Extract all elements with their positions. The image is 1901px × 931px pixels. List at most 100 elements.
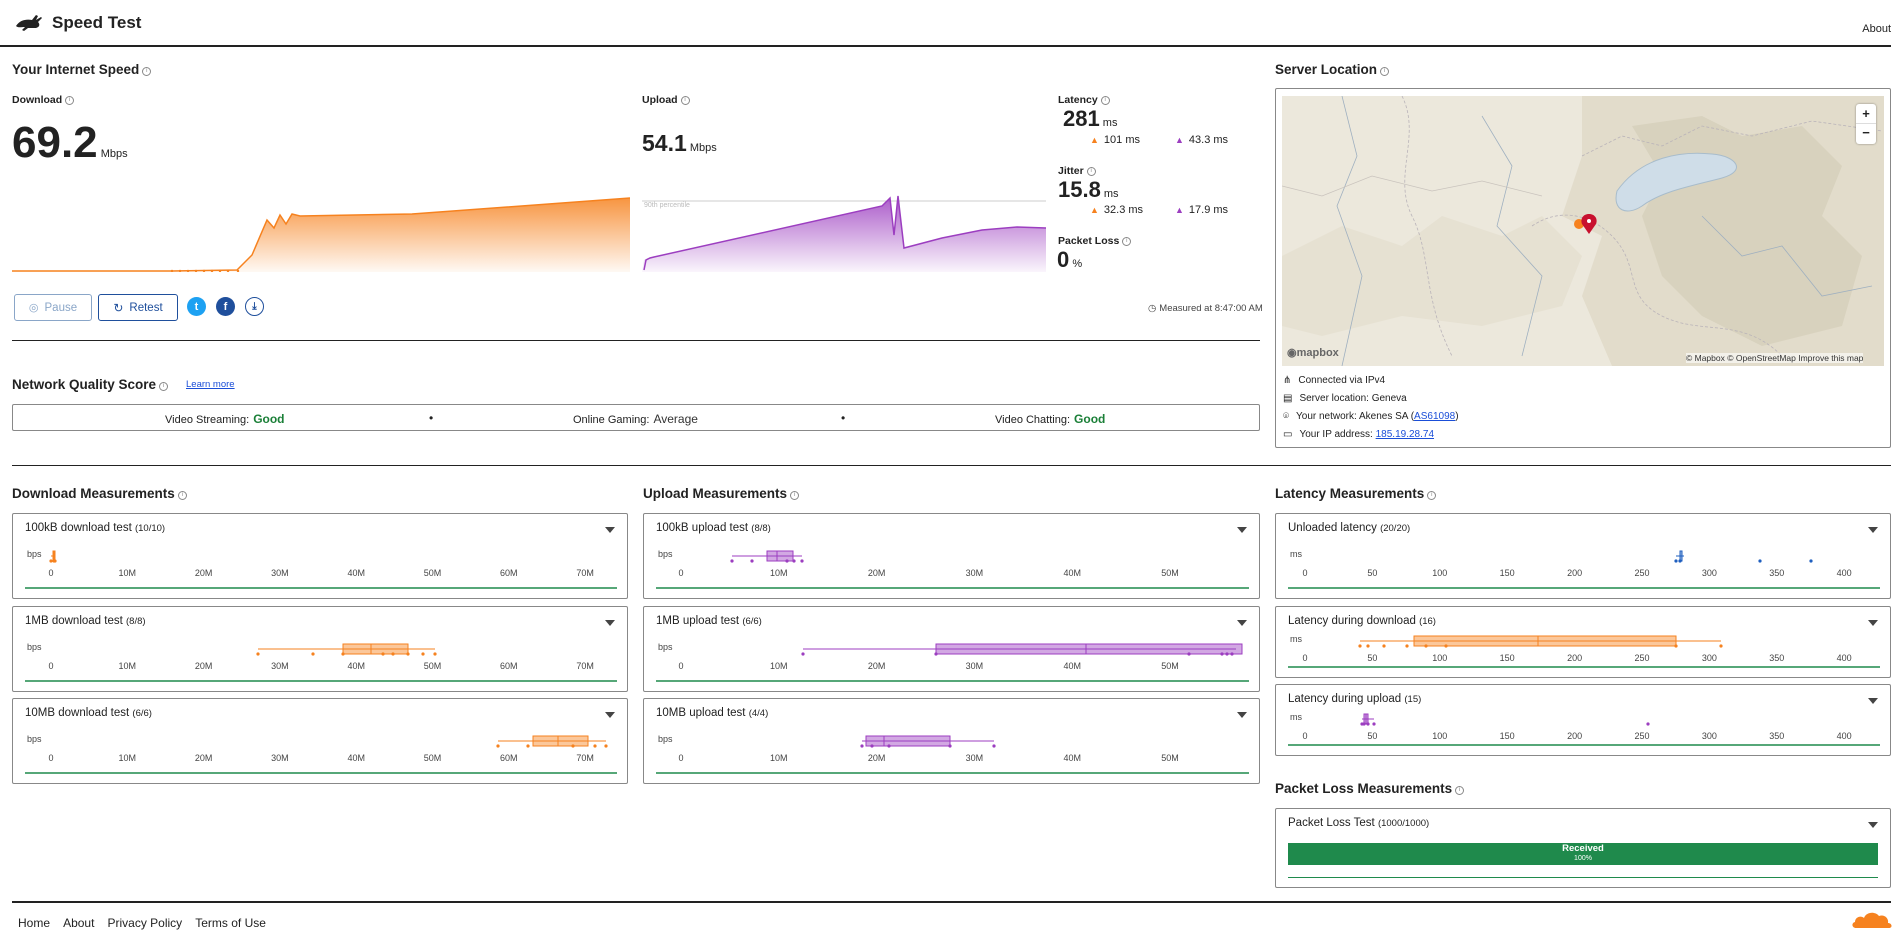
- download-value: 69.2: [12, 118, 98, 167]
- location-pin-icon: ⌾: [1283, 411, 1289, 422]
- chevron-down-icon[interactable]: [605, 712, 615, 718]
- chevron-down-icon[interactable]: [1868, 527, 1878, 533]
- sample-point: [800, 559, 804, 563]
- packet-loss-card[interactable]: Packet Loss Test (1000/1000) Received 10…: [1275, 808, 1891, 888]
- upload-test-title: 1MB upload test (6/6): [656, 615, 762, 627]
- info-icon[interactable]: i: [159, 382, 169, 391]
- pause-button[interactable]: ◎ Pause: [14, 294, 92, 321]
- footer-home-link[interactable]: Home: [18, 916, 51, 930]
- latency-readout: 281 ms: [1063, 106, 1117, 132]
- info-icon[interactable]: i: [1380, 67, 1390, 76]
- zoom-out-button[interactable]: −: [1862, 125, 1870, 140]
- axis-tick-label: 350: [1769, 568, 1784, 578]
- cloudflare-logo-icon[interactable]: [1850, 906, 1894, 931]
- axis-unit-label: ms: [1290, 712, 1302, 722]
- sample-point: [1225, 652, 1229, 656]
- info-icon[interactable]: i: [1100, 96, 1110, 105]
- sample-point: [1674, 559, 1678, 563]
- zoom-in-button[interactable]: +: [1856, 104, 1876, 124]
- footer-privacy-link[interactable]: Privacy Policy: [107, 916, 183, 930]
- chevron-down-icon[interactable]: [1868, 620, 1878, 626]
- sample-point: [1366, 722, 1370, 726]
- packet-loss-readout: 0 %: [1057, 247, 1082, 273]
- info-icon[interactable]: i: [142, 67, 152, 76]
- jitter-unit: ms: [1103, 188, 1119, 200]
- chevron-down-icon[interactable]: [1237, 527, 1247, 533]
- download-test-title: 100kB download test (10/10): [25, 522, 166, 534]
- upload-test-card[interactable]: 1MB upload test (6/6) bps 0 10M 20M 30M 40M 50…: [643, 606, 1260, 692]
- chevron-down-icon[interactable]: [1868, 822, 1878, 828]
- latency-test-card[interactable]: Unloaded latency (20/20) ms 0 50 100 150 200 2…: [1275, 513, 1891, 599]
- axis-tick-label: 50M: [424, 661, 442, 671]
- axis-tick-label: 30M: [966, 568, 984, 578]
- axis-unit-label: ms: [1290, 549, 1302, 559]
- axis-tick-label: 100: [1432, 653, 1447, 663]
- rabbit-logo-icon[interactable]: [14, 12, 44, 32]
- learn-more-link[interactable]: Learn more: [186, 379, 235, 390]
- latency-test-card[interactable]: Latency during download (16) ms 0 50 100 150…: [1275, 606, 1891, 678]
- mapbox-logo-icon: ◉: [1287, 347, 1297, 359]
- latency-test-title: Latency during download (16): [1288, 615, 1436, 627]
- download-test-card[interactable]: 100kB download test (10/10) bps 0 10M 20M 30…: [12, 513, 628, 599]
- download-test-card[interactable]: 1MB download test (8/8) bps 0 10M 20M 30M 40M…: [12, 606, 628, 692]
- boxplot: ms0 50 100 150 200 250 300 350 400: [1288, 712, 1880, 746]
- facebook-icon[interactable]: f: [216, 297, 235, 316]
- ip-link[interactable]: 185.19.28.74: [1375, 429, 1435, 440]
- latency-test-card[interactable]: Latency during upload (15) ms 0 50 100 150 20…: [1275, 684, 1891, 756]
- sample-point: [1366, 644, 1370, 648]
- box: [532, 735, 589, 747]
- download-speed-graph: [12, 197, 630, 272]
- twitter-icon[interactable]: t: [187, 297, 206, 316]
- download-triangle-icon: ▲: [1090, 205, 1099, 215]
- chevron-down-icon[interactable]: [1868, 698, 1878, 704]
- sample-point: [433, 652, 437, 656]
- quality-video-streaming: Video Streaming: Good: [165, 412, 285, 426]
- chevron-down-icon[interactable]: [1237, 712, 1247, 718]
- main-divider: [12, 465, 1891, 466]
- quality-title: Network Quality Score i: [12, 377, 169, 392]
- progress-line: [1288, 877, 1878, 878]
- box: [766, 550, 794, 562]
- chevron-down-icon[interactable]: [1237, 620, 1247, 626]
- footer-terms-link[interactable]: Terms of Use: [195, 916, 266, 930]
- connection-info: ⋔ Connected via IPv4: [1283, 375, 1386, 386]
- info-icon[interactable]: i: [790, 491, 800, 500]
- jitter-up: ▲ 17.9 ms: [1175, 204, 1229, 216]
- info-icon[interactable]: i: [65, 96, 75, 105]
- axis-tick-label: 50M: [1161, 661, 1179, 671]
- info-icon[interactable]: i: [1122, 237, 1132, 246]
- footer-about-link[interactable]: About: [63, 916, 95, 930]
- retest-button[interactable]: ↻ Retest: [98, 294, 178, 321]
- server-icon: ▤: [1283, 393, 1293, 404]
- axis-tick-label: 400: [1837, 731, 1852, 741]
- jitter-label: Jitter i: [1058, 165, 1096, 177]
- sample-point: [1719, 644, 1723, 648]
- axis-unit-label: bps: [27, 734, 42, 744]
- axis-tick-label: 30M: [966, 753, 984, 763]
- upload-test-card[interactable]: 100kB upload test (8/8) bps 0 10M 20M 30M 40M…: [643, 513, 1260, 599]
- info-icon[interactable]: i: [177, 491, 187, 500]
- info-icon[interactable]: i: [1427, 491, 1437, 500]
- server-map[interactable]: [1282, 96, 1884, 366]
- chevron-down-icon[interactable]: [605, 527, 615, 533]
- asn-link[interactable]: AS61098: [1414, 411, 1456, 422]
- download-results-icon[interactable]: ⤓: [245, 297, 264, 316]
- quality-video-chatting: Video Chatting: Good: [995, 412, 1106, 426]
- map-attribution[interactable]: © Mapbox © OpenStreetMap Improve this ma…: [1686, 353, 1864, 363]
- sample-point: [571, 744, 575, 748]
- info-icon[interactable]: i: [680, 96, 690, 105]
- info-icon[interactable]: i: [1086, 167, 1096, 176]
- box: [935, 643, 1243, 655]
- about-link[interactable]: About: [1862, 23, 1891, 35]
- sample-point: [1187, 652, 1191, 656]
- sample-point: [948, 744, 952, 748]
- percentile-label: 90th percentile: [644, 202, 690, 209]
- chevron-down-icon[interactable]: [605, 620, 615, 626]
- download-test-card[interactable]: 10MB download test (6/6) bps 0 10M 20M 30M 40…: [12, 698, 628, 784]
- upload-test-card[interactable]: 10MB upload test (4/4) bps 0 10M 20M 30M 40M 5…: [643, 698, 1260, 784]
- axis-tick-label: 100: [1432, 568, 1447, 578]
- info-icon[interactable]: i: [1455, 786, 1465, 795]
- mapbox-logo[interactable]: ◉mapbox: [1287, 347, 1339, 359]
- packet-loss-value: 0: [1057, 247, 1070, 272]
- measured-at: ◷ Measured at 8:47:00 AM: [1148, 303, 1263, 314]
